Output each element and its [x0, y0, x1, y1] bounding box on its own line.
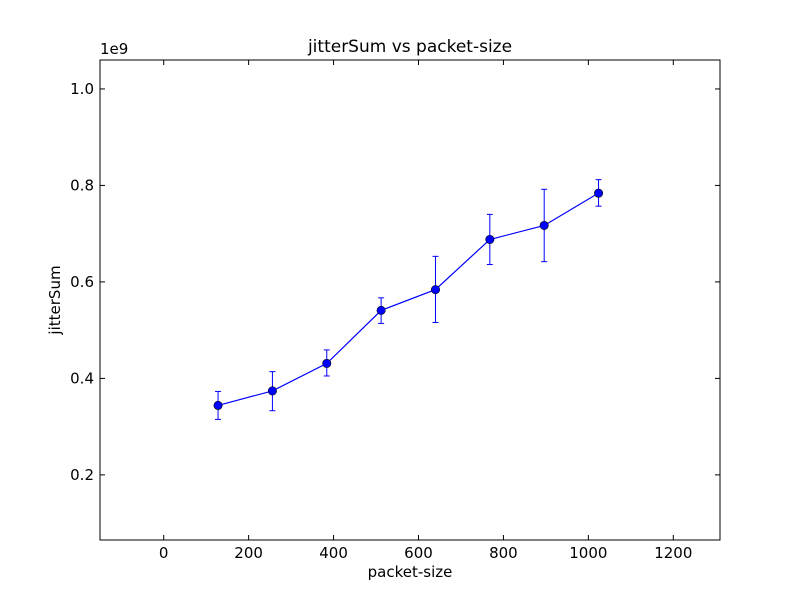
x-tick-label: 200	[234, 544, 263, 562]
y-tick-label: 1.0	[70, 80, 94, 98]
data-point	[485, 234, 495, 244]
data-point	[267, 386, 277, 396]
y-tick-label: 0.4	[70, 369, 94, 387]
x-tick-label: 1000	[569, 544, 607, 562]
data-point	[430, 285, 440, 295]
y-tick-label: 0.8	[70, 176, 94, 194]
y-axis-label: jitterSum	[46, 265, 64, 335]
data-point	[213, 400, 223, 410]
x-tick-label: 400	[319, 544, 348, 562]
chart-title: jitterSum vs packet-size	[307, 37, 512, 57]
axes-frame	[99, 59, 721, 541]
y-axis: 0.2 0.4 0.6 0.8 1.0	[70, 80, 720, 484]
plot-area	[213, 179, 604, 420]
data-point	[539, 220, 549, 230]
series-line	[217, 192, 599, 406]
x-tick-label: 800	[489, 544, 518, 562]
x-tick-label: 1200	[654, 544, 692, 562]
data-point	[322, 358, 332, 368]
x-tick-label: 0	[159, 544, 169, 562]
y-tick-label: 0.6	[70, 273, 94, 291]
x-axis: 0 200 400 600 800 1000 1200	[159, 60, 692, 562]
y-offset-label: 1e9	[100, 40, 128, 58]
data-point	[376, 305, 386, 315]
x-tick-label: 600	[404, 544, 433, 562]
y-tick-label: 0.2	[70, 466, 94, 484]
x-axis-label: packet-size	[368, 563, 453, 581]
data-point	[594, 188, 604, 198]
